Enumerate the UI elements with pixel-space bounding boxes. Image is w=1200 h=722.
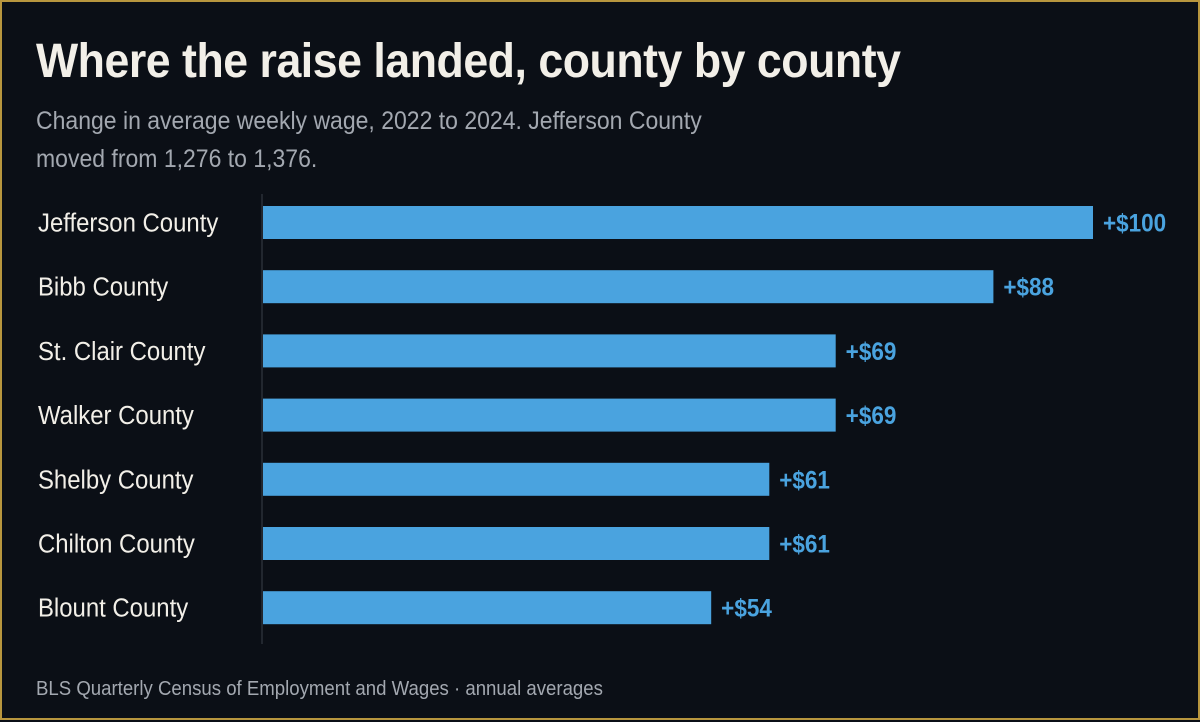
chart-title: Where the raise landed, county by county — [36, 35, 901, 88]
value-label: +$69 — [846, 402, 897, 430]
value-label: +$54 — [721, 595, 772, 623]
bar-row: Chilton County +$61 — [38, 527, 830, 560]
bar-row: St. Clair County +$69 — [38, 334, 897, 368]
bar — [263, 334, 836, 368]
category-label: Bibb County — [38, 273, 169, 302]
value-label: +$61 — [779, 466, 830, 494]
value-label: +$88 — [1003, 274, 1054, 302]
bar — [263, 462, 770, 496]
category-label: Blount County — [38, 594, 189, 623]
bar-row: Shelby County +$61 — [38, 462, 830, 496]
category-label: Walker County — [38, 401, 194, 430]
category-label: Shelby County — [38, 465, 194, 494]
bar-row: Walker County +$69 — [38, 398, 897, 432]
bar-rows: Jefferson County +$100 Bibb County +$88 St. … — [38, 206, 1166, 625]
bar — [263, 591, 712, 625]
category-label: Jefferson County — [38, 209, 219, 238]
value-label: +$61 — [779, 530, 830, 558]
bar-row: Bibb County +$88 — [38, 270, 1054, 304]
bar — [263, 398, 836, 432]
bar-row: Jefferson County +$100 — [38, 206, 1166, 239]
category-label: St. Clair County — [38, 337, 206, 366]
bar-row: Blount County +$54 — [38, 591, 773, 625]
source-note: BLS Quarterly Census of Employment and W… — [36, 678, 603, 700]
value-label: +$69 — [846, 338, 897, 366]
bar — [263, 270, 994, 304]
category-label: Chilton County — [38, 530, 195, 559]
value-label: +$100 — [1103, 209, 1166, 237]
bar — [263, 206, 1093, 239]
chart-subtitle: Change in average weekly wage, 2022 to 2… — [36, 107, 702, 173]
bar — [263, 527, 770, 560]
